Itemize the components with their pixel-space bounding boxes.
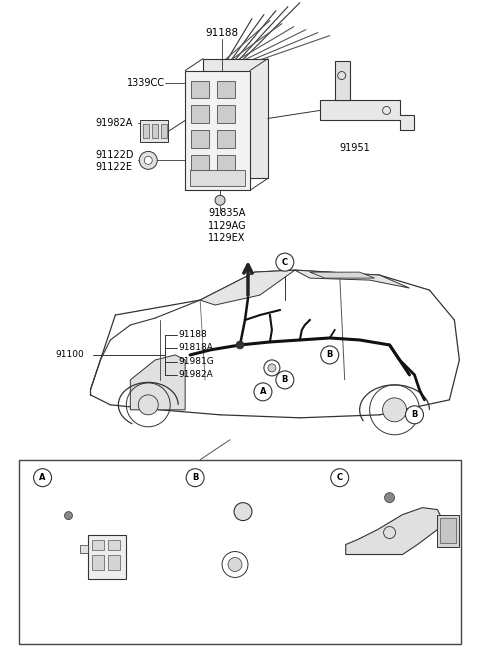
Bar [81,544,88,553]
Text: 91982A: 91982A [96,119,133,128]
Text: 91818A: 91818A [178,343,213,352]
Circle shape [321,346,339,364]
Bar [203,58,268,178]
Bar [185,71,250,191]
Text: 1125KC: 1125KC [378,483,412,492]
Text: 91982A: 91982A [178,370,213,379]
Bar [93,540,104,550]
Circle shape [34,469,51,487]
Polygon shape [295,270,409,288]
Bar [190,170,245,186]
Text: 91981G: 91981G [102,510,138,519]
Polygon shape [130,355,185,410]
Circle shape [383,398,407,422]
Circle shape [406,406,423,424]
Text: 91981G: 91981G [178,358,214,366]
Text: 1339CC: 1339CC [127,77,165,88]
Text: C: C [282,257,288,267]
Circle shape [144,157,152,164]
Bar [191,105,209,123]
Text: 91122D: 91122D [96,151,134,160]
Text: 1141AC: 1141AC [208,495,243,504]
Text: 91951: 91951 [340,143,371,153]
Circle shape [276,253,294,271]
Circle shape [254,383,272,401]
Circle shape [139,151,157,170]
Bar [441,517,456,542]
Circle shape [186,469,204,487]
Polygon shape [310,272,374,278]
Bar [140,121,168,142]
Bar [108,540,120,550]
Bar [19,460,461,645]
Circle shape [138,395,158,415]
Circle shape [228,557,242,571]
Circle shape [236,341,244,349]
Bar [144,124,149,138]
Bar [191,155,209,174]
Polygon shape [346,508,443,555]
Text: B: B [282,375,288,384]
Text: B: B [192,473,198,482]
Bar [108,555,120,571]
Text: A: A [39,473,46,482]
Circle shape [370,544,376,550]
Circle shape [268,364,276,372]
Circle shape [384,493,395,502]
Bar [191,81,209,98]
Circle shape [276,371,294,389]
Bar [217,105,235,123]
Bar [191,130,209,149]
Text: A: A [260,387,266,396]
Text: 91818A: 91818A [408,508,443,517]
Text: 91122E: 91122E [96,162,132,172]
Text: 1129AG: 1129AG [208,221,247,231]
Text: 91835A: 91835A [208,208,245,218]
Circle shape [331,469,348,487]
Text: 1129AF: 1129AF [59,495,93,504]
Text: 1129EX: 1129EX [208,233,245,243]
Bar [217,81,235,98]
Bar [161,124,167,138]
Text: B: B [411,410,418,419]
Bar [217,155,235,174]
Polygon shape [200,270,295,305]
Circle shape [234,502,252,521]
Bar [93,555,104,571]
Text: 1129AF: 1129AF [378,495,412,504]
Bar [437,515,459,546]
Bar [217,130,235,149]
Text: B: B [326,350,333,360]
Bar [152,124,158,138]
Text: 91100: 91100 [56,350,84,360]
Bar [88,534,126,580]
Text: C: C [336,473,343,482]
Circle shape [215,195,225,205]
Circle shape [281,258,289,266]
Polygon shape [335,60,350,100]
Text: 91188: 91188 [178,331,207,339]
Text: 91188: 91188 [205,28,239,37]
Polygon shape [320,100,415,130]
Circle shape [64,512,72,519]
